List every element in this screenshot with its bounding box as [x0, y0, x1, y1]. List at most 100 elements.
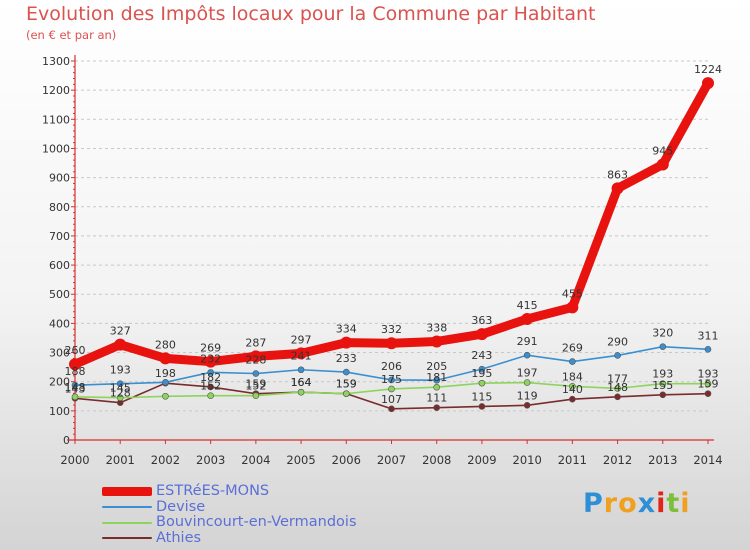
data-point	[342, 390, 350, 397]
data-point	[116, 394, 124, 402]
data-point	[162, 392, 169, 400]
data-label: 128	[110, 387, 131, 400]
data-label: 159	[336, 378, 357, 391]
data-label: 233	[336, 352, 357, 365]
data-label: 291	[517, 335, 538, 348]
x-tick-label: 2003	[196, 453, 225, 467]
data-point	[659, 391, 667, 399]
y-tick-label: 200	[49, 376, 70, 389]
data-point	[297, 366, 305, 374]
data-point	[71, 393, 79, 401]
legend-label: Devise	[156, 498, 206, 515]
logo-letter: P	[583, 488, 604, 519]
data-label: 119	[517, 389, 538, 402]
data-label: 205	[426, 360, 447, 373]
data-point	[475, 328, 488, 341]
chart-title: Evolution des Impôts locaux pour la Comm…	[26, 3, 596, 25]
x-tick-label: 2011	[558, 453, 587, 467]
data-point	[659, 380, 667, 388]
data-point	[295, 347, 308, 360]
data-point	[614, 385, 621, 392]
logo-letter: i	[680, 488, 691, 519]
data-label: 287	[245, 336, 266, 349]
data-point	[433, 404, 441, 411]
data-label: 148	[607, 381, 628, 394]
data-point	[614, 393, 621, 401]
data-label: 945	[652, 144, 673, 157]
y-tick-label: 500	[49, 288, 70, 301]
data-point	[702, 77, 714, 90]
data-label: 159	[698, 378, 719, 391]
data-label: 159	[336, 378, 357, 391]
series-line-0	[70, 78, 713, 369]
y-tick-label: 600	[49, 259, 70, 272]
legend: ESTRéES-MONS Devise Bouvincourt-en-Verma…	[102, 484, 357, 546]
legend-swatch	[102, 521, 152, 524]
legend-label: Athies	[156, 529, 202, 546]
y-tick-label: 1300	[42, 55, 70, 68]
data-label: 863	[607, 168, 628, 181]
data-point	[385, 337, 398, 350]
data-point	[704, 380, 712, 388]
data-label: 152	[200, 380, 221, 393]
data-label: 297	[291, 333, 312, 346]
data-point	[252, 370, 260, 377]
data-label: 155	[652, 379, 673, 392]
x-tick-label: 2001	[106, 453, 135, 467]
x-tick-label: 2005	[286, 453, 315, 467]
data-label: 148	[65, 381, 86, 394]
logo-letter: x	[637, 488, 657, 519]
data-label: 455	[562, 287, 583, 300]
data-label: 269	[200, 342, 221, 355]
data-point	[478, 379, 486, 387]
data-point	[569, 395, 576, 403]
data-point	[523, 402, 531, 409]
data-point	[116, 380, 124, 388]
data-label: 320	[652, 327, 673, 340]
data-point	[569, 383, 576, 390]
data-point	[342, 368, 350, 376]
y-tick-label: 800	[49, 201, 70, 214]
data-point	[204, 355, 217, 368]
data-point	[704, 390, 712, 397]
data-label: 260	[65, 344, 86, 357]
data-point	[162, 378, 169, 386]
data-label: 152	[245, 380, 266, 393]
data-label: 327	[110, 325, 131, 338]
data-label: 269	[562, 342, 583, 355]
data-label: 193	[110, 364, 131, 377]
data-label: 107	[381, 393, 402, 406]
data-label: 175	[381, 373, 402, 386]
legend-label: ESTRéES-MONS	[156, 483, 270, 500]
data-label: 182	[200, 371, 221, 384]
data-label: 332	[381, 323, 402, 336]
proxiti-logo: Proxiti	[583, 488, 691, 519]
data-label: 198	[155, 367, 176, 380]
data-point	[207, 392, 214, 399]
data-point	[71, 381, 79, 389]
data-label: 184	[562, 370, 583, 383]
data-point	[388, 385, 395, 393]
x-tick-label: 2010	[513, 453, 542, 467]
data-label: 243	[471, 349, 492, 362]
legend-swatch	[102, 537, 152, 540]
data-point	[611, 182, 624, 195]
y-tick-label: 300	[49, 347, 70, 360]
logo-letter: i	[656, 488, 667, 519]
data-point	[614, 352, 621, 359]
data-label: 140	[562, 383, 583, 396]
legend-item-estrees-mons: ESTRéES-MONS	[102, 484, 357, 500]
x-tick-label: 2012	[603, 453, 632, 467]
data-label: 232	[200, 352, 221, 365]
data-label: 363	[471, 314, 492, 327]
data-point	[114, 338, 127, 351]
y-tick-label: 100	[49, 405, 70, 418]
data-label: 159	[245, 378, 266, 391]
data-point	[249, 350, 262, 363]
x-tick-label: 2008	[422, 453, 451, 467]
data-point	[656, 158, 669, 171]
data-point	[569, 358, 576, 365]
data-label: 145	[110, 382, 131, 395]
y-tick-label: 400	[49, 317, 70, 330]
